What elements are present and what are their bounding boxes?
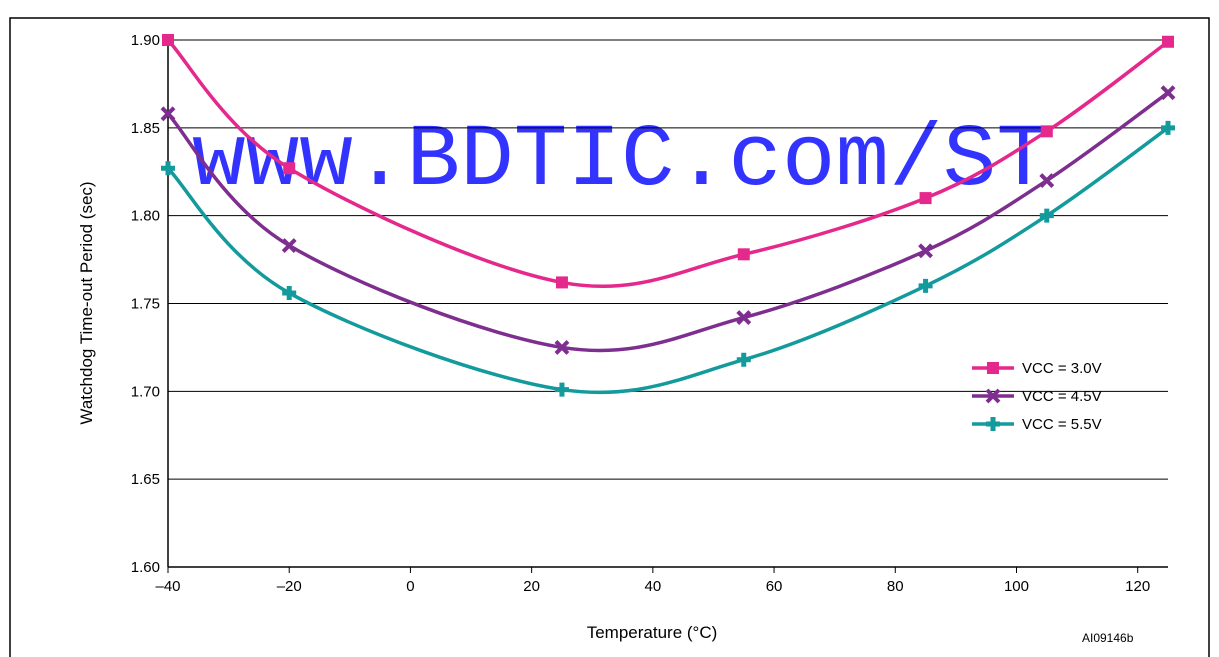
data-point bbox=[283, 162, 296, 175]
data-point bbox=[1039, 208, 1054, 223]
y-tick-label: 1.65 bbox=[131, 471, 160, 488]
data-point bbox=[1162, 35, 1174, 48]
legend-label: VCC = 5.5V bbox=[1022, 416, 1102, 433]
x-tick-label: 20 bbox=[523, 578, 540, 595]
data-point bbox=[1040, 125, 1053, 138]
legend-marker bbox=[987, 362, 999, 374]
y-tick-label: 1.85 bbox=[131, 120, 160, 137]
data-point bbox=[554, 340, 570, 355]
data-point bbox=[919, 192, 932, 205]
x-tick-label: –20 bbox=[277, 578, 302, 595]
data-point bbox=[736, 310, 752, 325]
data-point bbox=[162, 34, 174, 46]
x-tick-label: 40 bbox=[645, 578, 662, 595]
legend-label: VCC = 3.0V bbox=[1022, 360, 1102, 377]
legend-marker bbox=[985, 388, 1001, 404]
y-tick-label: 1.90 bbox=[131, 32, 160, 49]
x-tick-label: 100 bbox=[1004, 578, 1029, 595]
x-tick-label: 60 bbox=[766, 578, 783, 595]
data-point bbox=[161, 161, 175, 176]
x-tick-label: 80 bbox=[887, 578, 904, 595]
y-tick-label: 1.75 bbox=[131, 296, 160, 313]
data-point bbox=[1160, 85, 1176, 101]
x-tick-label: –40 bbox=[155, 578, 180, 595]
data-point bbox=[918, 278, 933, 293]
data-point bbox=[555, 276, 568, 289]
y-tick-label: 1.60 bbox=[131, 559, 160, 576]
frame bbox=[9, 17, 1210, 657]
data-point bbox=[1161, 120, 1175, 135]
data-point bbox=[282, 285, 297, 300]
x-tick-label: 120 bbox=[1125, 578, 1150, 595]
data-point bbox=[554, 382, 569, 397]
x-tick-label: 0 bbox=[406, 578, 414, 595]
data-point bbox=[1039, 173, 1055, 188]
data-point bbox=[160, 106, 176, 122]
data-point bbox=[737, 248, 750, 261]
data-point bbox=[281, 238, 297, 253]
legend-marker bbox=[986, 417, 1000, 431]
data-point bbox=[918, 243, 933, 259]
y-axis-label: Watchdog Time-out Period (sec) bbox=[77, 181, 96, 424]
y-tick-label: 1.80 bbox=[131, 208, 160, 225]
legend-label: VCC = 4.5V bbox=[1022, 388, 1102, 405]
x-axis-label: Temperature (°C) bbox=[587, 623, 718, 642]
y-tick-label: 1.70 bbox=[131, 383, 160, 400]
figure-code: AI09146b bbox=[1082, 631, 1134, 645]
data-point bbox=[736, 352, 751, 367]
